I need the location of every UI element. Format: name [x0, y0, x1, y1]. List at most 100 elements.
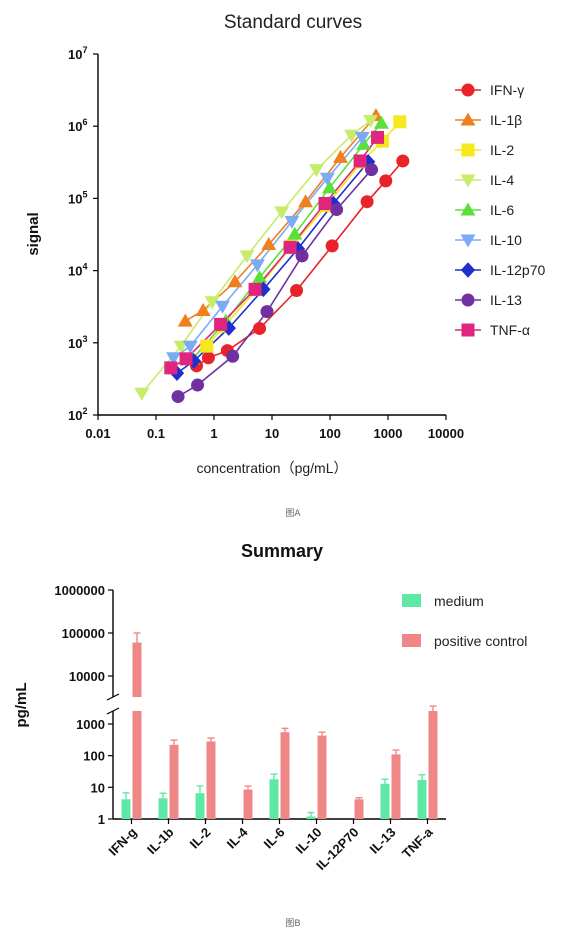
bar: [306, 816, 316, 819]
data-point: [319, 172, 335, 186]
bar: [206, 741, 216, 819]
data-point: [290, 284, 304, 298]
y-tick-label: 10: [91, 780, 105, 795]
data-point: [360, 195, 374, 209]
bar: [243, 789, 253, 819]
series-line: [170, 136, 379, 369]
legend-label: IL-2: [490, 142, 514, 158]
chart-a-x-ticks: 0.01 0.1 1 10 100 1000 10000: [85, 415, 464, 441]
data-point: [249, 259, 265, 273]
data-point: [318, 196, 332, 210]
legend-marker: [461, 83, 475, 97]
data-point: [284, 215, 300, 229]
data-point: [295, 249, 309, 263]
data-point: [253, 321, 267, 335]
chart-b-legend: medium positive control: [402, 593, 527, 649]
y-tick-label: 102: [68, 406, 87, 423]
data-point: [373, 115, 389, 129]
legend-label: positive control: [434, 633, 527, 649]
data-point: [325, 239, 339, 253]
data-point: [252, 270, 268, 284]
data-point: [393, 115, 407, 129]
bar: [428, 711, 438, 819]
data-point: [363, 114, 379, 128]
y-tick-label: 100000: [62, 626, 105, 641]
data-point: [322, 180, 337, 194]
series-line: [206, 121, 401, 347]
data-point: [353, 154, 367, 168]
chart-a-series: [134, 108, 410, 404]
chart-a-x-label: concentration（pg/mL）: [197, 460, 348, 476]
y-tick-label: 106: [68, 117, 87, 134]
y-tick-label: 104: [68, 262, 87, 279]
y-tick-label: 105: [68, 189, 87, 206]
bar: [132, 642, 142, 697]
y-tick-label: 10000: [69, 669, 105, 684]
legend-marker: [460, 262, 476, 278]
x-tick-label: 0.01: [85, 426, 110, 441]
x-tick-label: 10000: [428, 426, 464, 441]
bar: [269, 779, 279, 819]
data-point: [195, 303, 211, 317]
bar: [280, 732, 290, 819]
data-point: [356, 136, 372, 150]
chart-a-legend: IFN-γ IL-1β IL-2 IL-4 IL-6 IL-10 IL-12p70 IL-13…: [455, 82, 545, 338]
x-tick-label: IL-4: [224, 824, 251, 851]
legend-label: IL-1β: [490, 112, 522, 128]
x-tick-label: IFN-g: [106, 824, 140, 858]
chart-b-bars: [121, 632, 438, 819]
bar: [317, 735, 327, 819]
axis-break-mark: [106, 693, 120, 701]
bar: [195, 793, 205, 819]
series-line: [141, 119, 371, 394]
data-point: [371, 130, 385, 144]
bar: [380, 783, 390, 819]
data-point: [239, 250, 255, 264]
legend-swatch: [402, 634, 421, 647]
data-point: [354, 131, 370, 145]
data-point: [177, 313, 193, 327]
data-point: [165, 352, 181, 366]
data-point: [200, 339, 214, 353]
data-point: [164, 361, 178, 375]
x-tick-label: IL-1b: [144, 824, 177, 857]
data-point: [179, 352, 193, 366]
chart-b-title: Summary: [241, 541, 323, 561]
chart-b-caption: 图B: [285, 918, 300, 929]
data-point: [182, 340, 198, 354]
data-point: [214, 317, 228, 331]
data-point: [204, 296, 220, 310]
x-tick-label: IL-13: [367, 825, 399, 857]
legend-marker: [460, 202, 476, 216]
bar: [169, 744, 179, 819]
legend-label: IL-4: [490, 172, 514, 188]
x-tick-label: TNF-a: [399, 824, 436, 861]
data-point: [309, 164, 324, 178]
data-point: [330, 203, 344, 217]
x-tick-label: IL-10: [293, 825, 325, 857]
data-point: [333, 149, 349, 163]
legend-label: IL-12p70: [490, 262, 545, 278]
legend-marker: [461, 293, 475, 307]
x-tick-label: 1000: [374, 426, 403, 441]
bar: [354, 799, 364, 819]
data-point: [379, 174, 393, 188]
legend-label: TNF-α: [490, 322, 530, 338]
data-point: [248, 282, 262, 296]
data-point: [227, 274, 243, 288]
bar: [132, 711, 142, 819]
legend-marker: [460, 174, 476, 188]
x-tick-label: IL-6: [261, 825, 288, 852]
data-point: [274, 206, 290, 220]
y-tick-label: 1000000: [54, 583, 105, 598]
legend-label: IL-13: [490, 292, 522, 308]
data-point: [344, 129, 359, 143]
bar: [417, 780, 427, 819]
legend-marker: [461, 323, 475, 337]
legend-marker: [460, 112, 476, 126]
legend-marker: [461, 143, 475, 157]
data-point: [191, 378, 205, 392]
bar: [121, 799, 131, 819]
y-tick-label: 1: [98, 812, 105, 827]
